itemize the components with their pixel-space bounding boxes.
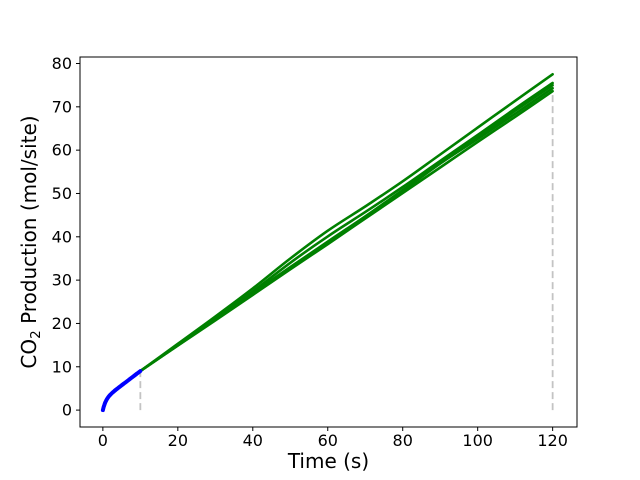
y-axis-tick-label: 0 — [62, 401, 72, 420]
x-axis-tick-label: 120 — [537, 431, 568, 450]
x-axis-tick-label: 60 — [318, 431, 338, 450]
y-axis-tick-label: 20 — [52, 314, 72, 333]
y-axis-label: CO2 Production (mol/site) — [17, 115, 44, 368]
x-axis-label: Time (s) — [287, 449, 369, 473]
y-axis-tick-label: 70 — [52, 97, 72, 116]
series-green-trajectory-5 — [139, 89, 554, 373]
y-axis-tick-label: 10 — [52, 357, 72, 376]
y-axis-tick-label: 40 — [52, 227, 72, 246]
plot-frame — [79, 56, 578, 428]
series-green-trajectory-1 — [139, 73, 554, 373]
x-axis-tick-label: 40 — [243, 431, 263, 450]
y-axis-tick-label: 30 — [52, 271, 72, 290]
y-axis-tick-label: 50 — [52, 184, 72, 203]
x-axis-tick-label: 100 — [462, 431, 493, 450]
series-blue-transient — [100, 369, 143, 413]
y-axis-tick-label: 80 — [52, 54, 72, 73]
x-axis-tick-label: 80 — [393, 431, 413, 450]
x-axis-tick-label: 20 — [168, 431, 188, 450]
y-axis-tick-label: 60 — [52, 141, 72, 160]
x-axis-tick-label: 0 — [98, 431, 108, 450]
